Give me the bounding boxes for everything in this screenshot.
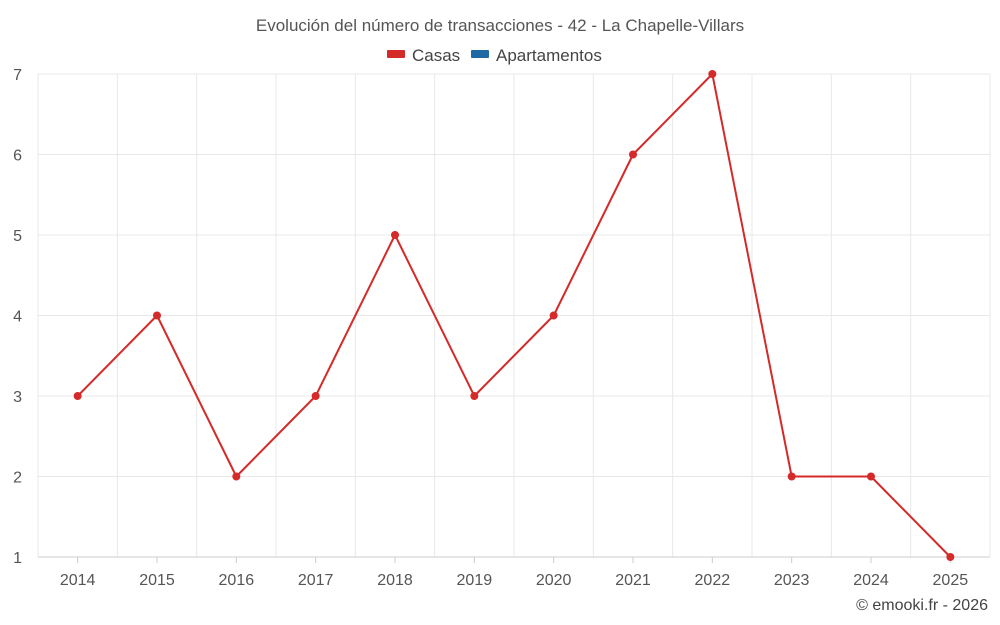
x-tick-label: 2017 (298, 572, 334, 589)
legend-label-apartamentos[interactable]: Apartamentos (496, 46, 602, 65)
data-point[interactable] (470, 392, 479, 400)
x-tick-label: 2016 (219, 572, 255, 589)
x-tick-label: 2022 (695, 572, 731, 589)
legend-swatch-casas[interactable] (387, 50, 405, 58)
data-point[interactable] (73, 392, 82, 400)
data-point[interactable] (549, 311, 558, 320)
data-point[interactable] (153, 311, 161, 320)
y-tick-label: 4 (13, 309, 22, 326)
y-tick-label: 7 (13, 67, 22, 84)
x-tick-label: 2021 (615, 572, 651, 589)
credit-text: © emooki.fr - 2026 (856, 597, 988, 614)
x-tick-label: 2024 (853, 572, 889, 589)
data-point[interactable] (708, 70, 717, 78)
x-tick-label: 2015 (139, 572, 175, 589)
x-tick-label: 2014 (60, 572, 96, 589)
x-tick-label: 2025 (933, 572, 969, 589)
x-tick-label: 2019 (457, 572, 493, 589)
y-tick-label: 5 (13, 228, 22, 245)
data-point[interactable] (311, 392, 320, 400)
data-point[interactable] (867, 472, 875, 481)
grid (37, 73, 991, 557)
chart-title: Evolución del número de transacciones - … (256, 16, 744, 35)
axes: 1 2 3 4 5 6 7 2014 2015 2016 2017 2018 2019 2020 2021 2… (13, 67, 990, 589)
x-tick-label: 2023 (774, 572, 810, 589)
data-point[interactable] (391, 231, 399, 239)
y-tick-label: 2 (13, 470, 22, 487)
y-tick-label: 3 (13, 389, 22, 406)
data-point[interactable] (629, 150, 637, 159)
y-tick-label: 1 (13, 550, 22, 567)
data-point[interactable] (787, 472, 796, 481)
x-tick-label: 2018 (377, 572, 413, 589)
series (73, 70, 955, 561)
y-tick-label: 6 (13, 148, 22, 165)
x-tick-label: 2020 (536, 572, 572, 589)
legend-label-casas[interactable]: Casas (412, 46, 460, 65)
series-line-casas (76, 73, 952, 558)
data-point[interactable] (946, 553, 955, 561)
legend: Casas Apartamentos (387, 46, 602, 65)
legend-swatch-apartamentos[interactable] (471, 50, 489, 58)
data-point[interactable] (232, 472, 241, 481)
